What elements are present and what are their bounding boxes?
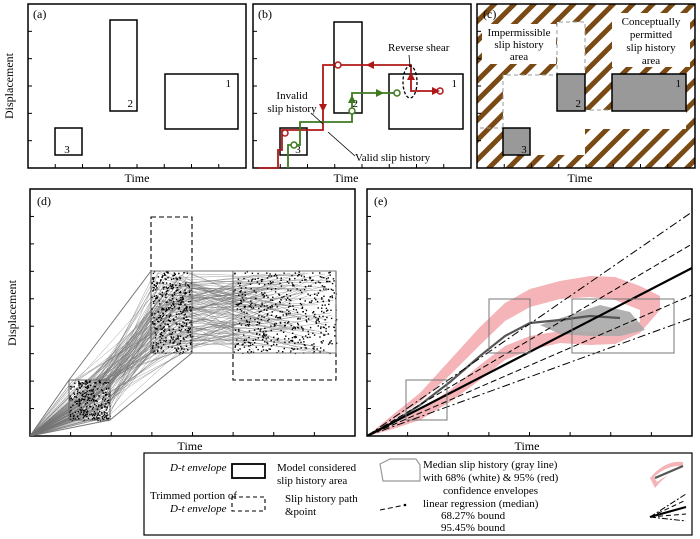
invalid-label-line2: slip history	[267, 103, 317, 115]
impermissible-label-3: area	[510, 51, 528, 63]
box-1-label: 1	[676, 78, 682, 90]
legend: D-t envelope Trimmed portion of D-t enve…	[143, 452, 693, 536]
panel-d-ylabel: Displacement	[5, 279, 19, 346]
panel-e-label: (e)	[374, 194, 387, 208]
reverse-shear-label: Reverse shear	[388, 42, 450, 54]
legend-median-3: confidence envelopes	[443, 485, 538, 497]
envelope-3	[54, 127, 83, 156]
box-2-label: 2	[128, 98, 134, 110]
legend-regression-1: linear regression (median)	[423, 498, 539, 510]
envelope-1	[164, 73, 239, 130]
invalid-label-line1: Invalid	[276, 90, 308, 102]
box-3-label: 3	[295, 144, 301, 156]
panel-d-xlabel: Time	[178, 439, 203, 453]
box-1-label: 1	[452, 78, 458, 90]
valid-label: Valid slip history	[355, 152, 431, 164]
legend-trimmed-1: Trimmed portion of	[150, 490, 237, 502]
impermissible-label-2: slip history	[494, 39, 544, 51]
legend-median-1: Median slip history (gray line)	[423, 459, 558, 471]
box-3-label: 3	[64, 144, 70, 156]
panel-a-ylabel: Displacement	[2, 52, 16, 119]
permitted-label-2: permitted	[630, 29, 673, 41]
legend-model-area-2: slip history area	[277, 475, 347, 487]
panel-e: (e) Time	[366, 188, 693, 453]
valid-slip-path	[287, 92, 397, 168]
legend-envelope-label: D-t envelope	[169, 462, 227, 474]
box-3-label: 3	[521, 144, 527, 156]
legend-model-area-1: Model considered	[277, 462, 357, 474]
legend-path-2: &point	[285, 506, 316, 518]
envelope-2	[109, 19, 138, 112]
panel-a-xlabel: Time	[125, 171, 150, 185]
permitted-label-4: area	[642, 55, 660, 67]
panel-c: (c) Time 1 2 3 Impermissible slip histor…	[476, 3, 696, 185]
box-1-label: 1	[226, 78, 232, 90]
panel-a-label: (a)	[33, 7, 46, 21]
legend-regression-2: 68.27% bound	[441, 510, 506, 522]
panel-c-label: (c)	[483, 7, 496, 21]
legend-path-1: Slip history path	[285, 493, 358, 505]
panel-d-label: (d)	[37, 194, 51, 208]
legend-median-2: with 68% (white) & 95% (red)	[423, 472, 559, 484]
panel-c-xlabel: Time	[568, 171, 593, 185]
panel-d: (d) Displacement Time	[5, 188, 356, 453]
legend-regression-3: 95.45% bound	[441, 522, 506, 534]
box-2-label: 2	[353, 98, 359, 110]
box-2-label: 2	[576, 98, 582, 110]
panel-e-xlabel: Time	[515, 439, 540, 453]
permitted-label-3: slip history	[626, 42, 676, 54]
legend-trimmed-2: D-t envelope	[169, 503, 227, 515]
panel-b-label: (b)	[258, 7, 272, 21]
panel-b: (b) Time 1 2 3 Reverse shear Invalid sli…	[252, 3, 472, 185]
permitted-label-1: Conceptually	[622, 16, 681, 28]
impermissible-label-1: Impermissible	[488, 27, 551, 39]
panel-a: (a) Displacement Time 1 2 3	[2, 3, 247, 185]
panel-b-xlabel: Time	[334, 171, 359, 185]
median-slip-history	[367, 314, 621, 436]
